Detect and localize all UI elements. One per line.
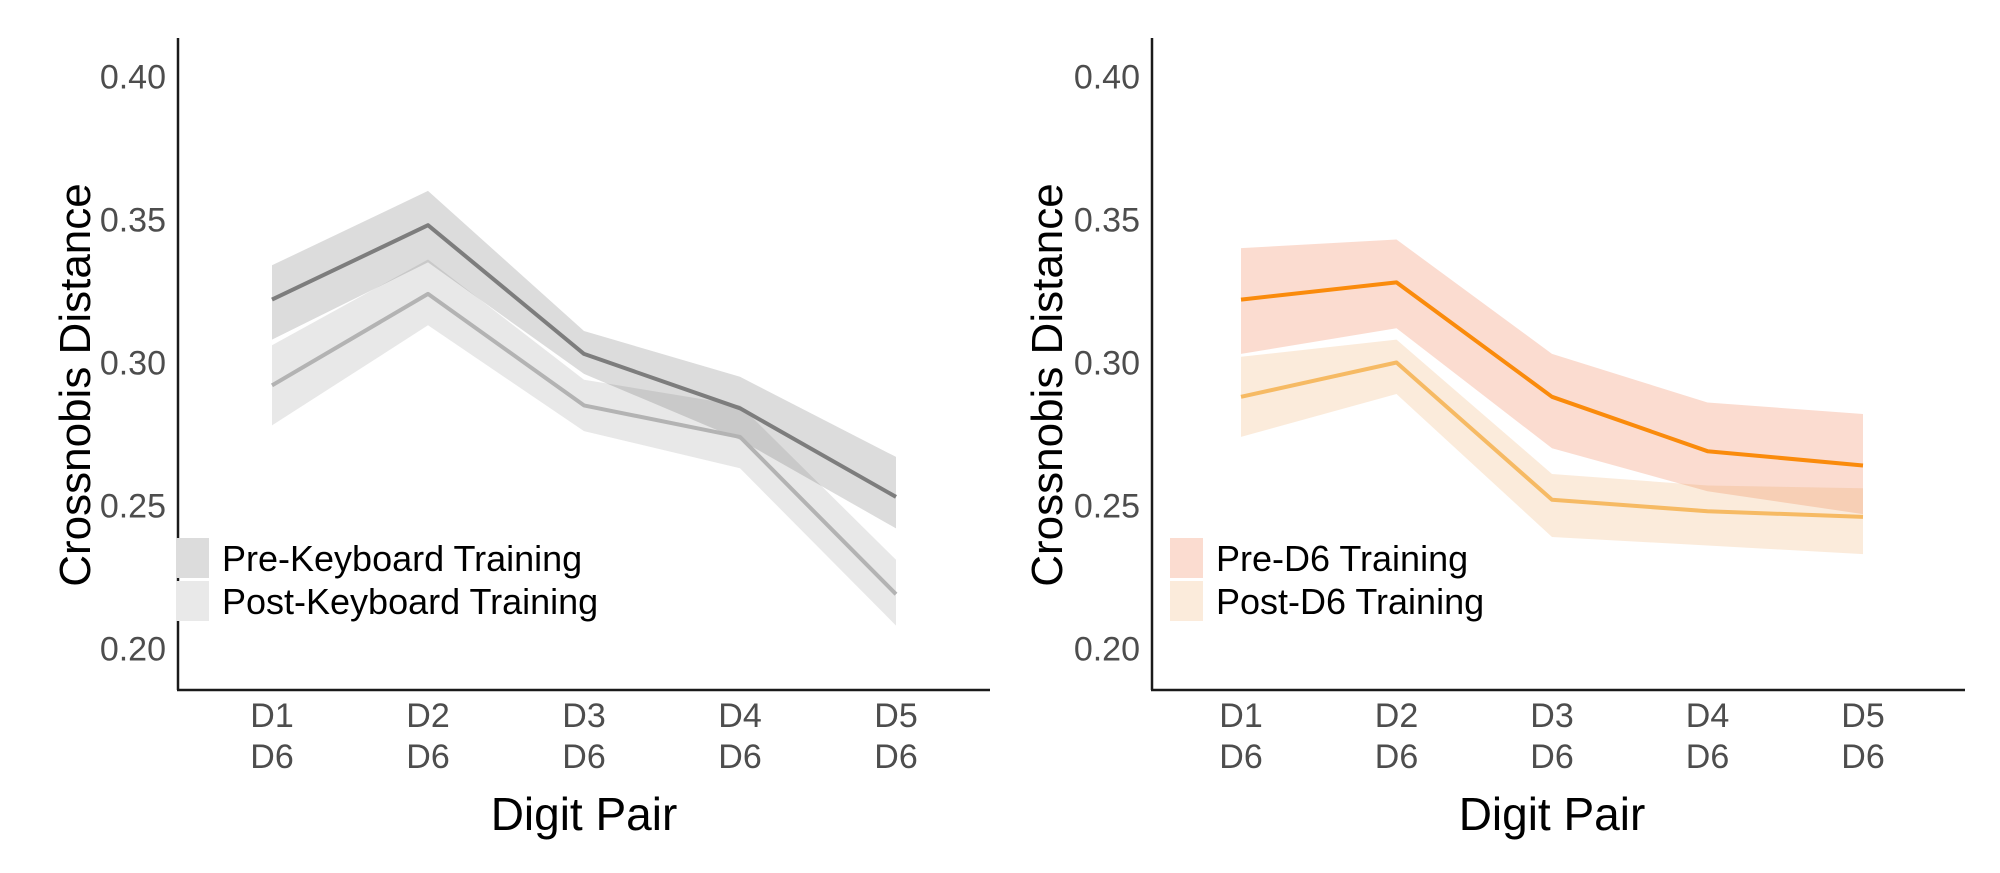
y-tick-label: 0.20: [100, 631, 166, 669]
x-tick-label-bottom: D6: [1686, 738, 1729, 776]
y-tick-label: 0.30: [1074, 345, 1140, 383]
x-axis-title: Digit Pair: [491, 788, 678, 840]
x-tick-label-top: D4: [1686, 697, 1729, 735]
x-tick-label-bottom: D6: [1530, 738, 1573, 776]
panel-left: 0.400.350.300.250.20D1D6D2D6D3D6D4D6D5D6…: [51, 38, 990, 840]
legend-swatch-right-0: [1170, 538, 1203, 578]
x-tick-label-bottom: D6: [718, 738, 761, 776]
legend-label-left-1: Post-Keyboard Training: [222, 581, 598, 622]
x-tick-label-top: D1: [250, 697, 293, 735]
x-tick-label-top: D2: [406, 697, 449, 735]
ribbon-left-1: [272, 259, 896, 626]
x-tick-label-bottom: D6: [1841, 738, 1884, 776]
ribbon-left-0: [272, 190, 896, 529]
y-tick-label: 0.40: [1074, 59, 1140, 97]
x-tick-label-bottom: D6: [874, 738, 917, 776]
line-right-0: [1240, 280, 1864, 468]
legend-label-right-0: Pre-D6 Training: [1216, 538, 1468, 579]
x-tick-label-bottom: D6: [250, 738, 293, 776]
legend-label-right-1: Post-D6 Training: [1216, 581, 1484, 622]
panel-right: 0.400.350.300.250.20D1D6D2D6D3D6D4D6D5D6…: [1023, 38, 1965, 840]
ribbon-right-0: [1241, 239, 1863, 515]
y-axis-title: Crossnobis Distance: [51, 183, 100, 587]
legend-swatch-left-0: [176, 538, 209, 578]
ribbon-right-1: [1241, 339, 1863, 555]
line-right-1: [1240, 360, 1864, 519]
y-tick-label: 0.25: [100, 488, 166, 526]
y-tick-label: 0.20: [1074, 631, 1140, 669]
legend-label-left-0: Pre-Keyboard Training: [222, 538, 582, 579]
y-tick-label: 0.25: [1074, 488, 1140, 526]
y-tick-label: 0.35: [100, 202, 166, 240]
y-tick-label: 0.35: [1074, 202, 1140, 240]
x-tick-label-top: D2: [1375, 697, 1418, 735]
y-tick-label: 0.30: [100, 345, 166, 383]
x-tick-label-bottom: D6: [406, 738, 449, 776]
x-tick-label-top: D3: [1530, 697, 1573, 735]
line-left-0: [271, 223, 897, 499]
legend-swatch-left-1: [176, 581, 209, 621]
x-tick-label-top: D4: [718, 697, 761, 735]
x-tick-label-top: D5: [874, 697, 917, 735]
x-tick-label-bottom: D6: [562, 738, 605, 776]
x-tick-label-top: D1: [1219, 697, 1262, 735]
line-left-1: [270, 291, 898, 596]
x-axis-title: Digit Pair: [1459, 788, 1646, 840]
y-tick-label: 0.40: [100, 59, 166, 97]
x-tick-label-bottom: D6: [1375, 738, 1418, 776]
x-tick-label-top: D5: [1841, 697, 1884, 735]
legend-swatch-right-1: [1170, 581, 1203, 621]
y-axis-title: Crossnobis Distance: [1023, 183, 1072, 587]
x-tick-label-bottom: D6: [1219, 738, 1262, 776]
x-tick-label-top: D3: [562, 697, 605, 735]
